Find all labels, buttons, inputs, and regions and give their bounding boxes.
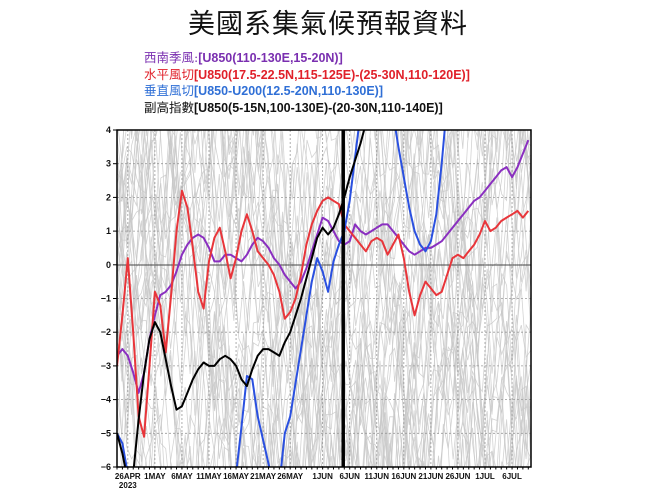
y-tick-label: 2 [106, 192, 111, 202]
x-tick-label: 16MAY [223, 472, 250, 481]
x-tick-label: 6MAY [171, 472, 193, 481]
x-tick-label: 21MAY [250, 472, 277, 481]
x-tick-sublabel: 2023 [119, 481, 137, 490]
y-tick-label: −4 [101, 395, 111, 405]
x-tick-label: 6JUN [339, 472, 360, 481]
x-tick-label: 11MAY [196, 472, 222, 481]
x-tick-label: 1MAY [144, 472, 166, 481]
grid-lines [117, 130, 531, 467]
y-tick-label: 1 [106, 226, 111, 236]
y-tick-label: −3 [101, 361, 111, 371]
y-tick-label: −2 [101, 327, 111, 337]
legend-item-vertical-shear: 垂直風切[U850-U200(12.5-20N,110-130E)] [144, 83, 384, 98]
x-tick-label: 21JUN [418, 472, 443, 481]
series-line [117, 130, 366, 467]
x-tick-label: 26JUN [445, 472, 470, 481]
series-line [235, 130, 446, 467]
chart-legend: 西南季風:[U850(110-130E,15-20N)] 水平風切[U850(1… [144, 50, 470, 116]
y-tick-label: 3 [106, 159, 111, 169]
x-tick-label: 1JUN [312, 472, 333, 481]
legend-item-southwest-monsoon: 西南季風:[U850(110-130E,15-20N)] [144, 50, 343, 65]
page-title: 美國系集氣候預報資料 [188, 9, 468, 40]
x-tick-label: 26APR [115, 472, 141, 481]
y-tick-label: 0 [106, 260, 111, 270]
legend-item-subtropical-high-index: 副高指數[U850(5-15N,100-130E)-(20-30N,110-14… [144, 99, 443, 115]
y-axis: −6 −5 −4 −3 −2 −1 0 1 2 3 4 [101, 125, 117, 472]
series-lines [117, 130, 530, 467]
series-line [117, 432, 128, 467]
y-tick-label: −5 [101, 428, 111, 438]
series-line [117, 139, 530, 394]
x-tick-label: 11JUN [365, 472, 390, 481]
x-tick-label: 6JUL [502, 472, 522, 481]
y-tick-label: 4 [106, 125, 111, 135]
x-tick-label: 1JUL [475, 472, 495, 481]
series-line [117, 189, 530, 438]
legend-item-horizontal-shear: 水平風切[U850(17.5-22.5N,115-125E)-(25-30N,1… [144, 66, 470, 82]
y-tick-label: −1 [101, 294, 111, 304]
x-tick-label: 16JUN [391, 472, 416, 481]
x-tick-label: 26MAY [277, 472, 304, 481]
y-tick-label: −6 [101, 462, 111, 472]
